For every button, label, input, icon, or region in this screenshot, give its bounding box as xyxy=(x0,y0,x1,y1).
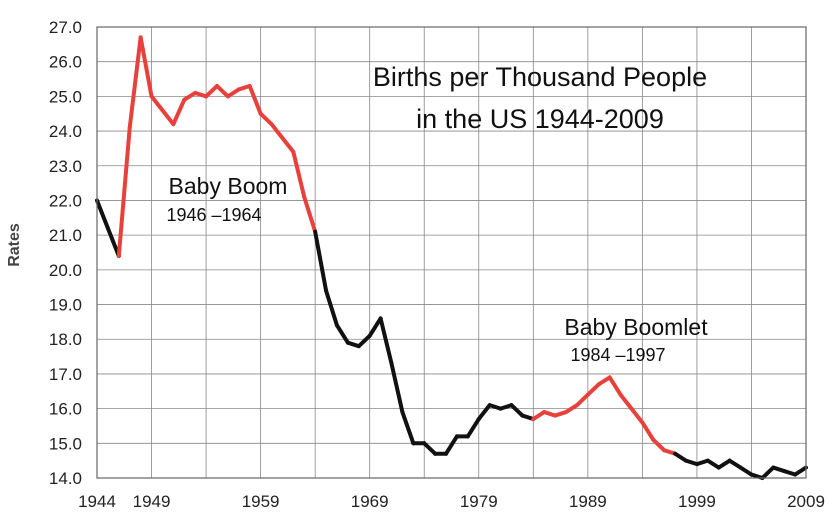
plot-area xyxy=(97,27,806,478)
line-segment xyxy=(793,465,808,477)
plot-frame xyxy=(96,26,807,479)
highlight-line-segment xyxy=(247,83,263,116)
y-tick-label: 25.0 xyxy=(49,87,82,106)
baby-boom-label: Baby Boom xyxy=(169,173,288,199)
y-tick-label: 19.0 xyxy=(49,296,82,315)
line-segment xyxy=(367,316,383,338)
x-tick-label: 1949 xyxy=(133,492,171,511)
baby-boomlet-years: 1984 –1997 xyxy=(570,345,665,365)
line-segment xyxy=(738,465,754,477)
y-tick-label: 22.0 xyxy=(49,191,82,210)
line-segment xyxy=(509,403,525,418)
x-tick-label: 1989 xyxy=(569,492,607,511)
x-tick-label: 1969 xyxy=(351,492,389,511)
y-tick-label: 14.0 xyxy=(49,469,82,488)
chart-title-line-2: in the US 1944-2009 xyxy=(416,104,664,134)
line-segment xyxy=(356,333,372,349)
highlight-line-segment xyxy=(291,149,307,199)
line-segment xyxy=(313,229,329,293)
highlight-line-segment xyxy=(531,410,547,422)
highlight-line-segment xyxy=(574,392,590,408)
line-segment xyxy=(105,226,121,258)
line-segment xyxy=(400,410,416,446)
chart-title-line-1: Births per Thousand People xyxy=(373,62,707,92)
highlight-line-segment xyxy=(618,392,634,411)
y-axis-label: Rates xyxy=(6,223,23,267)
line-segment xyxy=(476,403,492,422)
highlight-line-segment xyxy=(171,97,187,127)
highlight-line-segment xyxy=(302,194,318,234)
line-segment xyxy=(334,323,350,345)
x-tick-label: 1944 xyxy=(78,492,116,511)
x-tick-label: 1999 xyxy=(678,492,716,511)
x-tick-label: 1959 xyxy=(242,492,280,511)
highlight-line-segment xyxy=(160,108,176,127)
highlight-line-segment xyxy=(116,125,132,258)
highlight-line-segment xyxy=(640,420,656,442)
highlight-line-segment xyxy=(596,375,612,387)
y-tick-label: 15.0 xyxy=(49,434,82,453)
highlight-line-segment xyxy=(629,406,645,425)
highlight-line-segment xyxy=(258,111,274,127)
highlight-line-segment xyxy=(280,136,296,154)
highlight-line-segment xyxy=(127,35,143,130)
line-segment xyxy=(716,458,732,470)
grid-lines xyxy=(97,26,806,479)
y-tick-label: 23.0 xyxy=(49,157,82,176)
highlight-line-segment xyxy=(204,83,219,99)
highlight-line-segment xyxy=(225,87,241,99)
baby-boomlet-label: Baby Boomlet xyxy=(564,314,708,340)
y-tick-label: 20.0 xyxy=(49,261,82,280)
y-tick-label: 21.0 xyxy=(49,226,82,245)
highlight-line-segment xyxy=(607,375,623,397)
x-tick-label: 1979 xyxy=(460,492,498,511)
line-segment xyxy=(673,451,689,463)
highlight-line-segment xyxy=(214,83,230,99)
highlight-line-segment xyxy=(182,90,198,102)
line-segment xyxy=(95,198,110,231)
line-segment xyxy=(705,458,721,470)
line-segment xyxy=(389,361,405,415)
line-segment xyxy=(444,434,459,456)
highlight-line-segment xyxy=(138,35,154,99)
y-tick-label: 24.0 xyxy=(49,122,82,141)
y-tick-label: 26.0 xyxy=(49,53,82,72)
x-tick-labels: 1944 1949 1959 1969 1979 1989 1999 2009 xyxy=(78,492,825,511)
line-segment xyxy=(324,288,339,328)
baby-boom-years: 1946 –1964 xyxy=(166,205,261,225)
y-tick-label: 27.0 xyxy=(49,18,82,37)
y-tick-label: 18.0 xyxy=(49,330,82,349)
highlight-line-segment xyxy=(651,437,667,453)
highlight-line-segment xyxy=(564,403,579,415)
series-lines xyxy=(95,35,808,480)
x-tick-label: 2009 xyxy=(787,492,825,511)
line-segment xyxy=(727,458,743,470)
line-segment xyxy=(760,465,776,480)
y-tick-label: 16.0 xyxy=(49,400,82,419)
y-tick-labels: 14.0 15.0 16.0 17.0 18.0 19.0 20.0 21.0 22.0 23.0… xyxy=(49,18,82,488)
line-segment xyxy=(465,417,481,439)
line-segment xyxy=(422,441,438,456)
line-segment xyxy=(378,316,394,366)
highlight-line-segment xyxy=(585,382,601,397)
highlight-line-segment xyxy=(269,122,285,141)
y-tick-label: 17.0 xyxy=(49,365,82,384)
highlight-line-segment xyxy=(149,94,165,113)
